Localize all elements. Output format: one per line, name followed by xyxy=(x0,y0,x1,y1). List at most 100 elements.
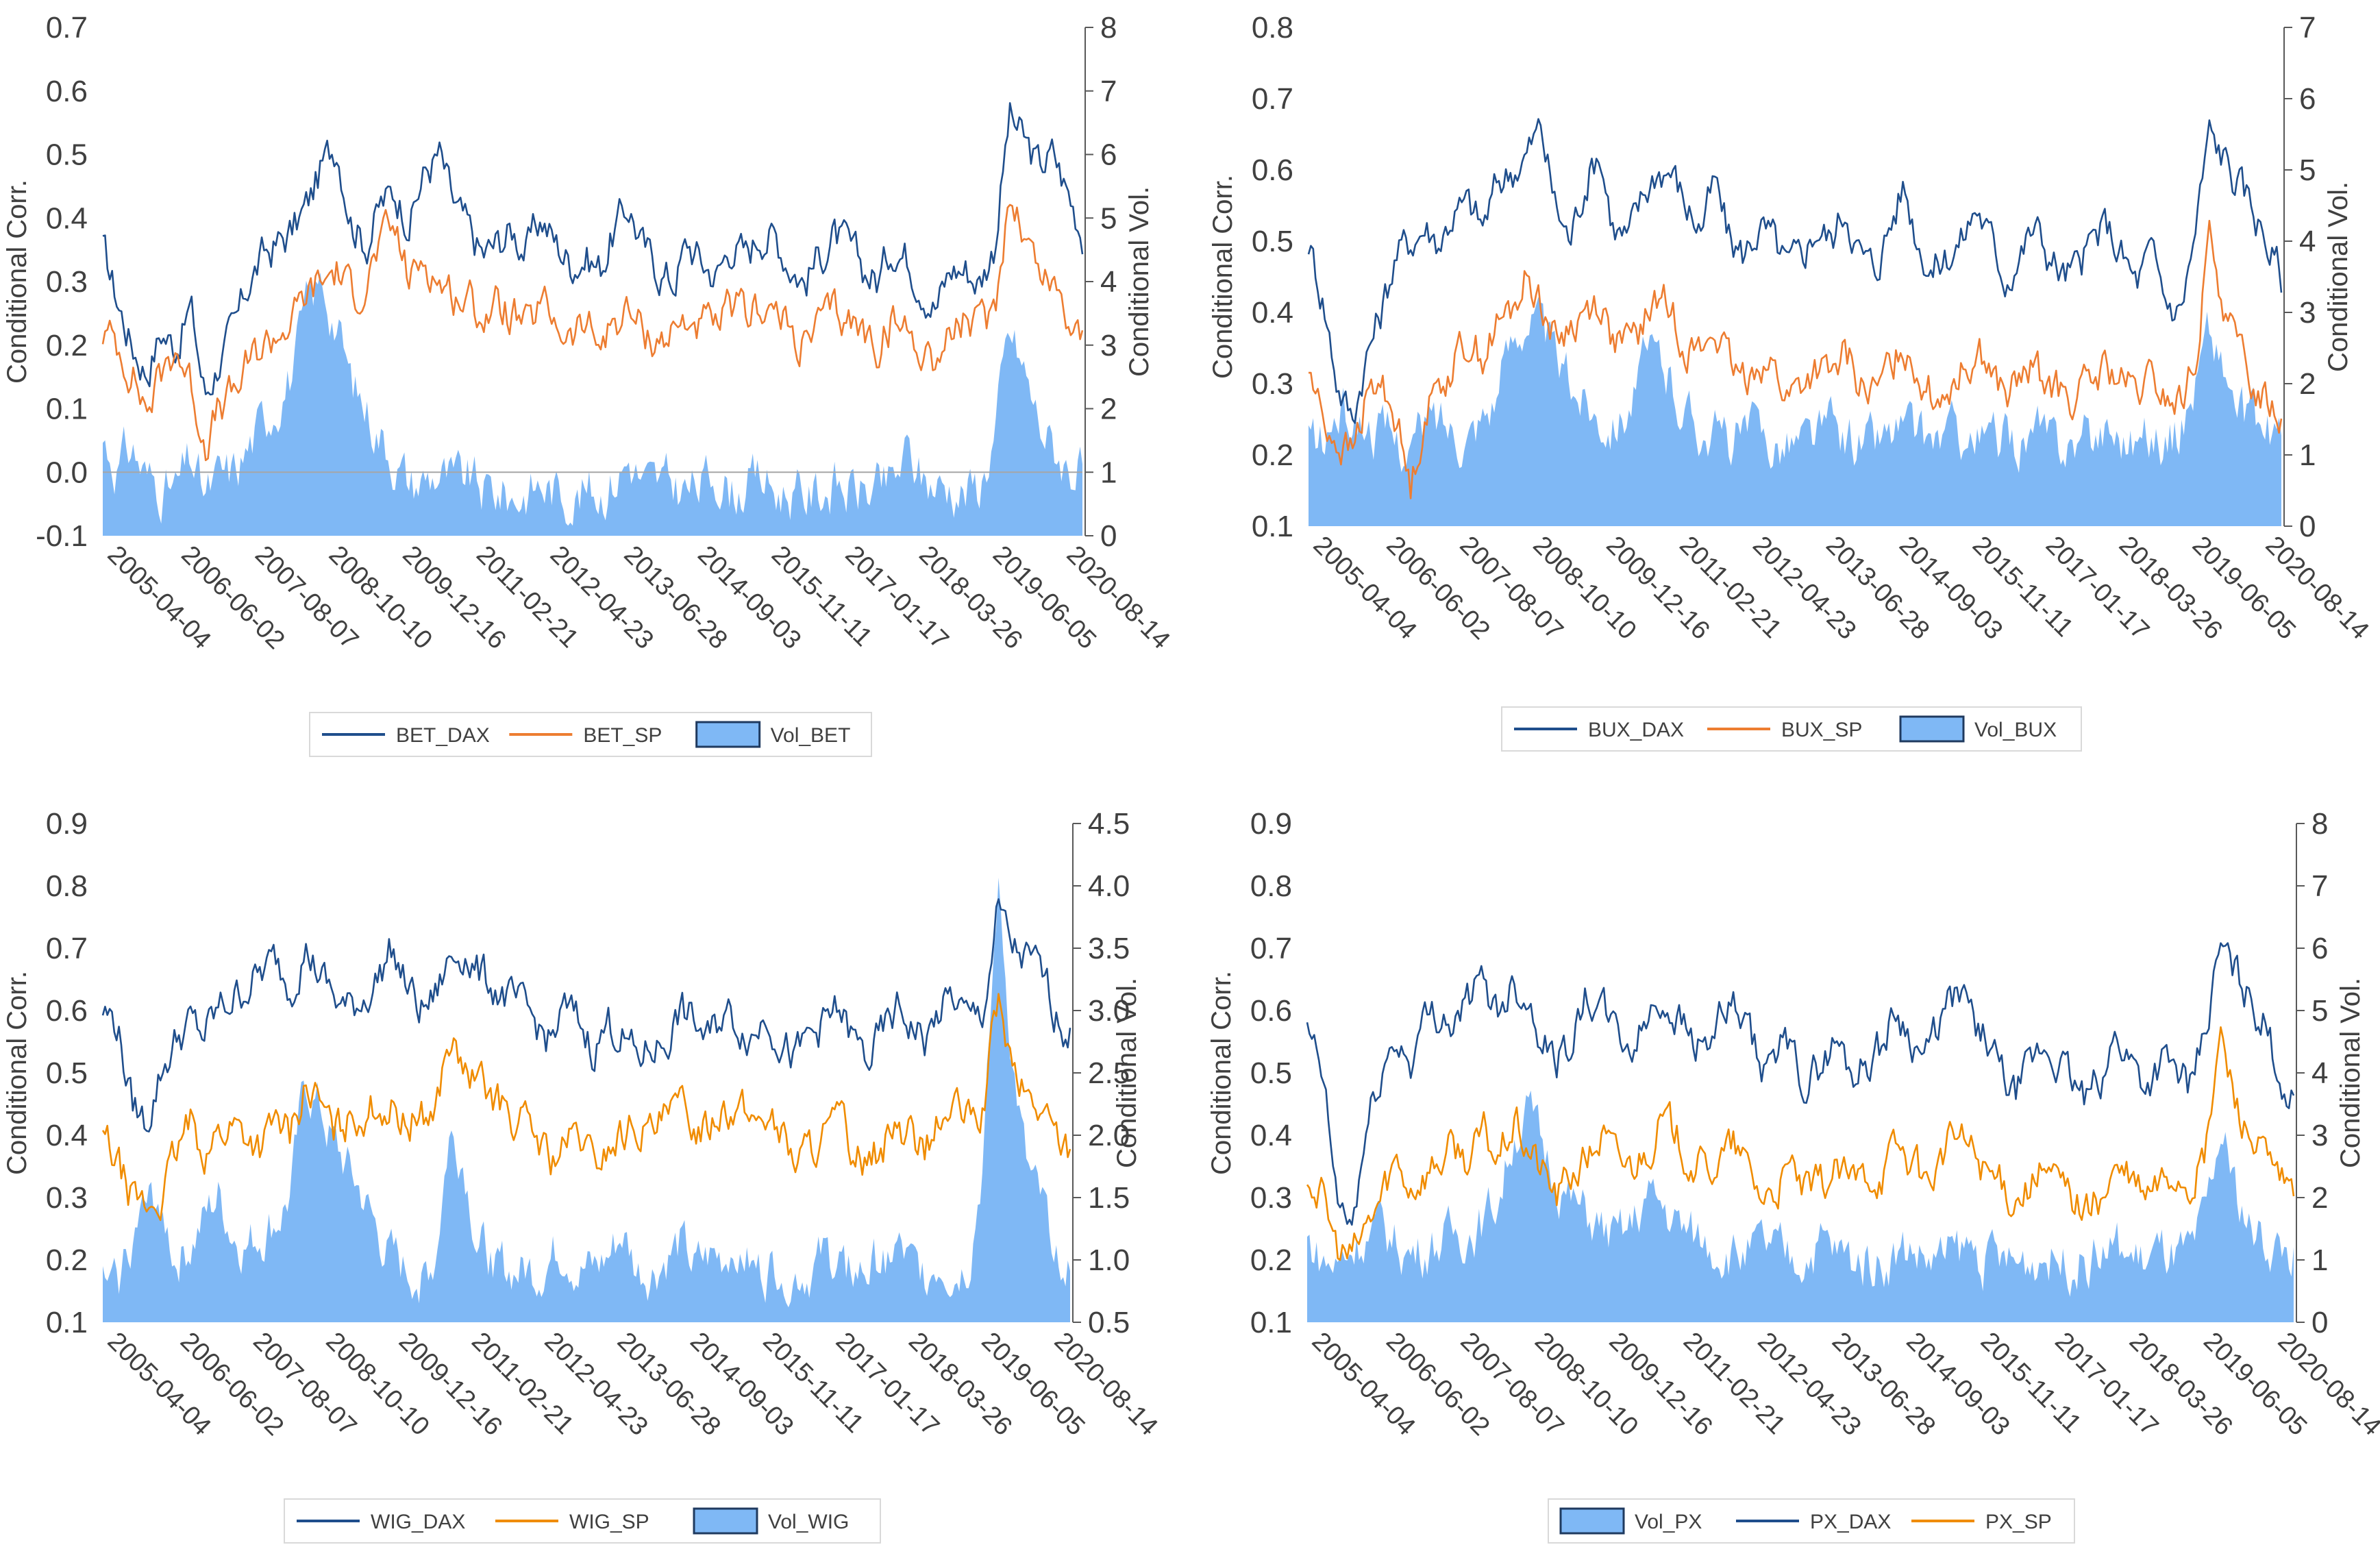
y-left-tick-label: 0.7 xyxy=(1252,82,1293,116)
series-area-vol-px xyxy=(1307,1090,2294,1322)
legend-label: BET_DAX xyxy=(396,724,490,747)
legend-swatch xyxy=(693,1507,758,1535)
y-right-tick-label: 3 xyxy=(2311,1119,2328,1152)
y-right-tick-label: 4 xyxy=(2299,225,2316,258)
y-right-tick-label: 0 xyxy=(1100,519,1117,553)
y-right-tick-label: 7 xyxy=(2299,11,2316,45)
y-left-axis-title: Conditional Corr. xyxy=(1208,175,1238,379)
y-left-tick-label: 0.6 xyxy=(46,75,88,108)
y-right-axis-title: Conditional Vol. xyxy=(1124,186,1154,377)
y-left-tick-label: 0.1 xyxy=(1250,1306,1292,1339)
y-left-tick-label: 0.4 xyxy=(1252,296,1293,330)
y-right-tick-label: 0 xyxy=(2299,510,2316,543)
y-right-tick-label: 4 xyxy=(1100,265,1117,299)
chart-panel-4: 0.1 0.2 0.3 0.4 0.5 0.6 0.7 0.8 0.9 0 1 2 3 4 5 6 7 8 Cond… xyxy=(1206,807,2380,1544)
y-left-tick-label: 0.2 xyxy=(1250,1243,1292,1277)
y-left-tick-label: 0.5 xyxy=(1252,225,1293,258)
legend-swatch xyxy=(1559,1507,1625,1535)
y-right-tick-label: 5 xyxy=(1100,201,1117,235)
y-left-tick-label: 0.8 xyxy=(1250,869,1292,903)
series-line-bux-sp xyxy=(1309,219,2283,499)
y-right-tick-label: 3.0 xyxy=(1088,994,1130,1028)
y-right-tick-label: 4 xyxy=(2311,1056,2328,1090)
legend-item-vol-px: Vol_PX xyxy=(1559,1507,1702,1535)
legend-item-wig-dax: WIG_DAX xyxy=(297,1511,465,1533)
y-left-tick-label: 0.1 xyxy=(46,1306,88,1339)
legend-item-vol-bet: Vol_BET xyxy=(695,721,851,748)
legend-box xyxy=(284,1498,881,1544)
legend-item-bux-dax: BUX_DAX xyxy=(1514,719,1684,741)
y-left-tick-label: 0.3 xyxy=(46,1181,88,1215)
y-left-tick-label: 0.6 xyxy=(1250,994,1292,1028)
y-left-tick-label: 0.1 xyxy=(1252,510,1293,543)
legend-box xyxy=(309,712,872,757)
y-left-tick-label: 0.8 xyxy=(1252,11,1293,45)
legend-label: PX_DAX xyxy=(1810,1511,1891,1533)
y-left-tick-label: 0.5 xyxy=(1250,1056,1292,1090)
legend-item-px-sp: PX_SP xyxy=(1911,1511,2052,1533)
series-line-bux-dax xyxy=(1307,118,2283,424)
legend-label: WIG_DAX xyxy=(371,1511,465,1533)
legend-label: BUX_DAX xyxy=(1588,719,1684,741)
chart-panel-3: 0.1 0.2 0.3 0.4 0.5 0.6 0.7 0.8 0.9 0.5 1.0 1.5 2.0 2… xyxy=(2,807,1163,1544)
legend-item-vol-bux: Vol_BUX xyxy=(1899,715,2057,743)
series-area-vol-wig xyxy=(103,878,1070,1322)
legend-swatch xyxy=(695,721,761,748)
y-right-tick-label: 1 xyxy=(1100,456,1117,489)
y-left-tick-label: 0.8 xyxy=(46,869,88,903)
y-left-tick-label: 0.4 xyxy=(46,201,88,235)
series-line-bet-dax xyxy=(102,102,1084,396)
y-left-tick-label: 0.7 xyxy=(46,932,88,965)
y-right-axis-title: Conditional Vol. xyxy=(1112,978,1142,1168)
legend-label: PX_SP xyxy=(1985,1511,2052,1533)
y-left-tick-label: 0.6 xyxy=(1252,153,1293,187)
series-line-wig-sp xyxy=(101,993,1071,1222)
y-left-tick-label: 0.2 xyxy=(46,329,88,362)
y-right-tick-label: 2.5 xyxy=(1088,1056,1130,1090)
y-right-tick-label: 5 xyxy=(2311,994,2328,1028)
y-right-tick-label: 4.0 xyxy=(1088,869,1130,903)
series-area-vol-bux xyxy=(1309,297,2281,526)
series-line-px-sp xyxy=(1306,1026,2295,1261)
y-left-tick-label: 0.1 xyxy=(46,393,88,426)
y-left-tick-label: 0.3 xyxy=(1252,367,1293,401)
y-left-tick-label: 0.2 xyxy=(1252,438,1293,472)
y-right-tick-label: 0.5 xyxy=(1088,1306,1130,1339)
y-right-axis-title: Conditional Vol. xyxy=(2323,182,2353,372)
y-right-tick-label: 1.5 xyxy=(1088,1181,1130,1215)
y-left-tick-label: 0.7 xyxy=(46,11,88,45)
series-line-px-dax xyxy=(1306,942,2295,1226)
y-right-tick-label: 6 xyxy=(1100,138,1117,172)
y-left-tick-label: 0.5 xyxy=(46,1056,88,1090)
legend-item-wig-sp: WIG_SP xyxy=(495,1511,649,1533)
y-right-tick-label: 2 xyxy=(2299,367,2316,401)
legend: BET_DAX BET_SP Vol_BET xyxy=(309,712,872,757)
y-left-tick-label: 0.4 xyxy=(46,1119,88,1152)
y-right-tick-label: 2 xyxy=(2311,1181,2328,1215)
y-right-tick-label: 3 xyxy=(1100,329,1117,362)
legend-label: Vol_BET xyxy=(771,724,851,747)
y-left-tick-label: 0.0 xyxy=(46,456,88,489)
y-left-tick-label: 0.7 xyxy=(1250,932,1292,965)
y-left-axis-title: Conditional Corr. xyxy=(2,971,32,1175)
y-right-tick-label: 3 xyxy=(2299,296,2316,330)
legend-box xyxy=(1548,1498,2075,1544)
y-right-tick-label: 2.0 xyxy=(1088,1119,1130,1152)
y-right-tick-label: 3.5 xyxy=(1088,932,1130,965)
y-right-tick-label: 1.0 xyxy=(1088,1243,1130,1277)
y-right-tick-label: 7 xyxy=(1100,75,1117,108)
y-right-tick-label: 4.5 xyxy=(1088,807,1130,841)
y-right-tick-label: 0 xyxy=(2311,1306,2328,1339)
y-left-tick-label: 0.3 xyxy=(46,265,88,299)
legend-label: Vol_BUX xyxy=(1974,719,2057,741)
legend-item-bet-sp: BET_SP xyxy=(509,724,662,747)
y-left-tick-label: 0.4 xyxy=(1250,1119,1292,1152)
legend-swatch xyxy=(1899,715,1965,743)
legend-item-vol-wig: Vol_WIG xyxy=(693,1507,849,1535)
y-left-tick-label: 0.5 xyxy=(46,138,88,172)
y-right-tick-label: 6 xyxy=(2311,932,2328,965)
y-right-tick-label: 6 xyxy=(2299,82,2316,116)
y-left-axis-title: Conditional Corr. xyxy=(2,179,32,384)
y-right-tick-label: 7 xyxy=(2311,869,2328,903)
